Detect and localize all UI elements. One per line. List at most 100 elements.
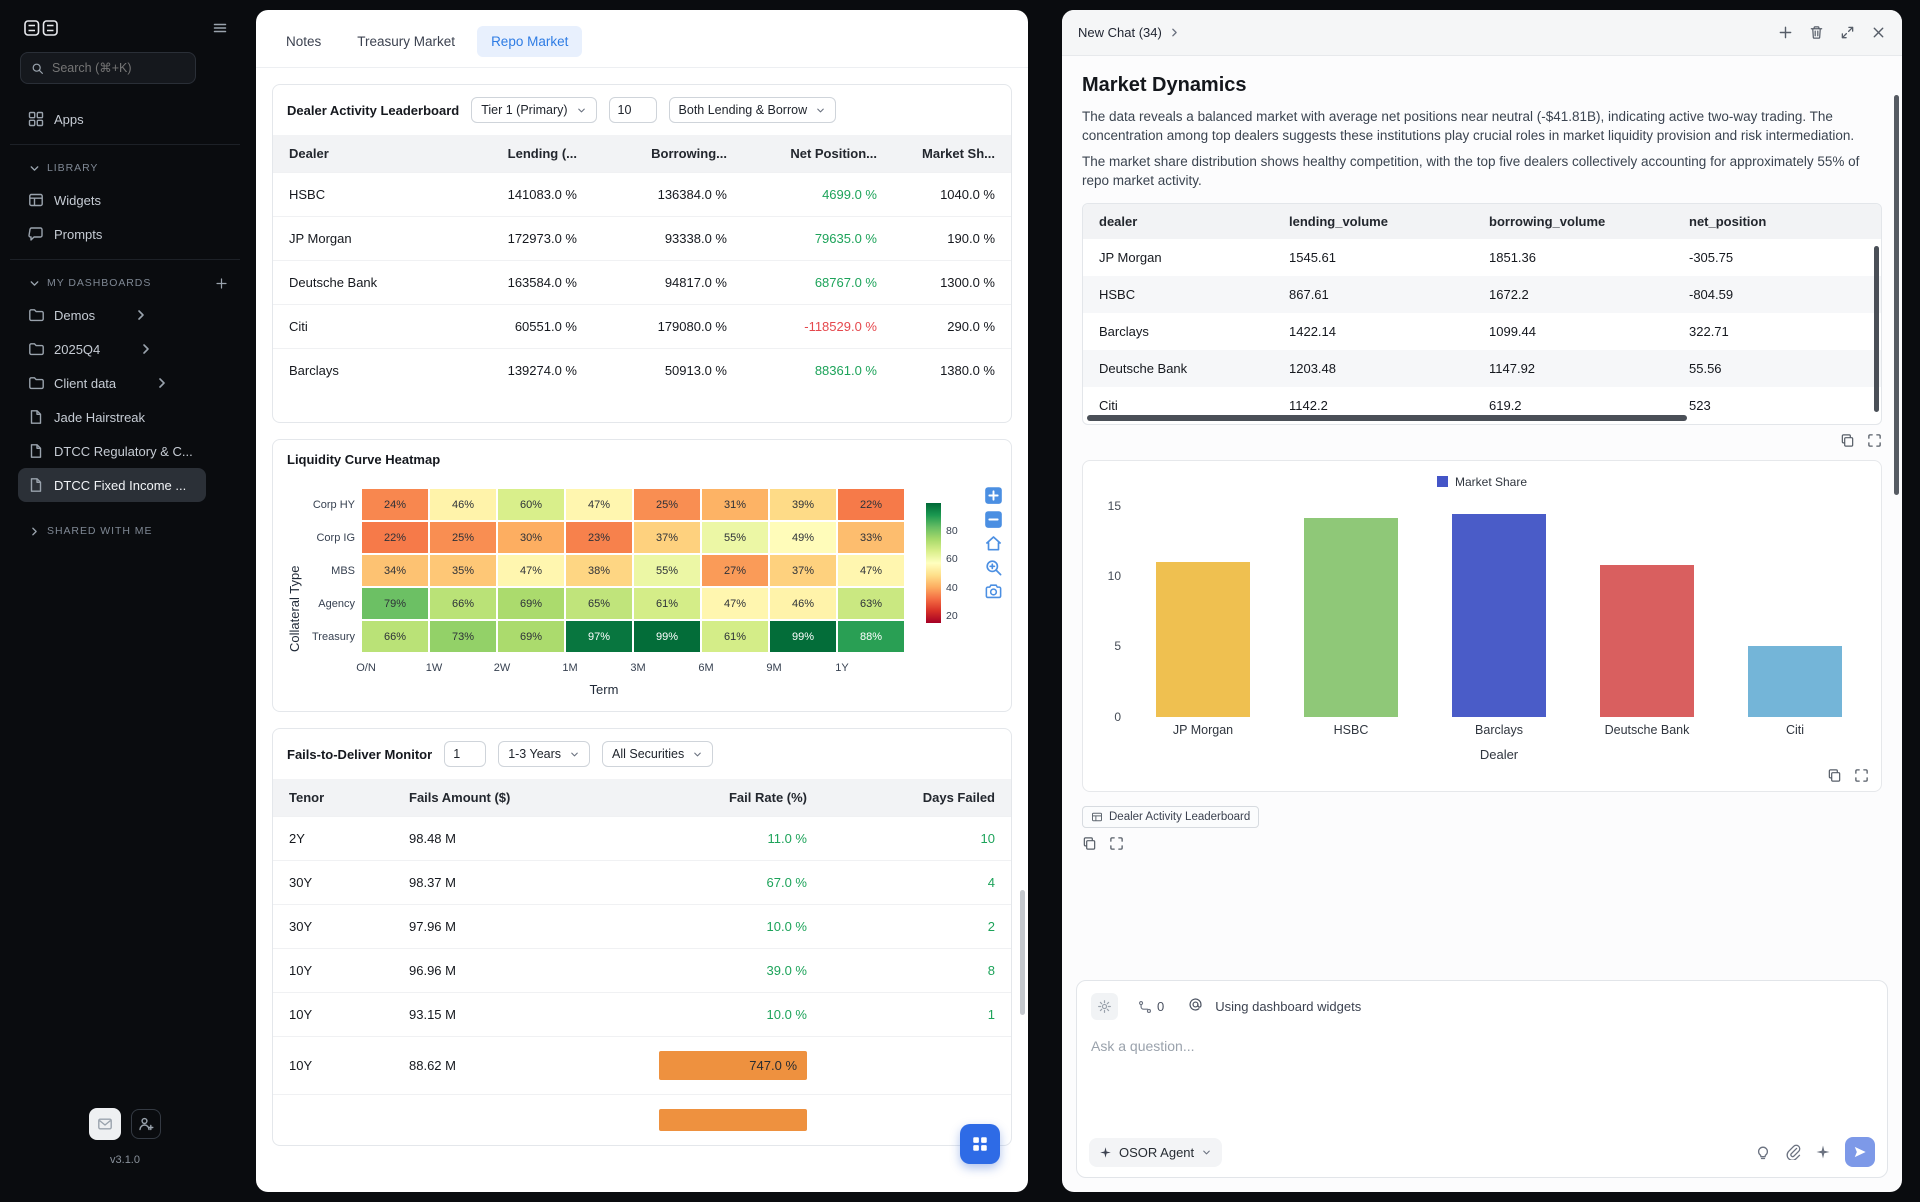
chevron-down-icon [576,105,587,116]
section-shared[interactable]: SHARED WITH ME [16,516,240,546]
net-position-cell: -118529.0 % [743,304,893,349]
download-plot-button[interactable] [984,582,1003,601]
sidebar-divider [10,259,240,260]
chat-settings-button[interactable] [1091,993,1118,1020]
widgets-icon [28,192,44,208]
table-row: JP Morgan 172973.0 % 93338.0 % 79635.0 % 190… [273,216,1011,261]
net_position-cell: -305.75 [1689,249,1734,265]
attachment-icon[interactable] [1785,1144,1801,1160]
new-chat-icon[interactable] [1778,25,1793,40]
add-dashboard-icon[interactable] [215,277,228,290]
sidebar-item-demos[interactable]: Demos [18,298,206,332]
table-row: Deutsche Bank 1203.48 1147.92 55.56 [1083,349,1881,387]
heatmap-cell: 69% [498,588,564,619]
suggestions-icon[interactable] [1755,1144,1771,1160]
sidebar-item-client-data[interactable]: Client data [18,366,206,400]
sidebar-item-prompts[interactable]: Prompts [18,217,206,251]
fails-table: Tenor Fails Amount ($) Fail Rate (%) Days F… [273,779,1011,1145]
tenor-range-select[interactable]: 1-3 Years [498,741,591,767]
expand-panel-icon[interactable] [1840,25,1855,40]
agent-select[interactable]: OSOR Agent [1089,1137,1223,1167]
chart-x-labels: JP Morgan HSBC Barclays Deutsche Bank Citi [1129,717,1869,737]
table-row: HSBC 141083.0 % 136384.0 % 4699.0 % 1040.0 % [273,172,1011,217]
search-input[interactable] [20,52,196,84]
table-row: Barclays 139274.0 % 50913.0 % 88361.0 % 1380… [273,348,1011,392]
input-hint: Using dashboard widgets [1215,999,1362,1014]
tenor-cell: 10Y [273,1036,393,1095]
side-filter-value: Both Lending & Borrow [678,103,808,117]
zoom-in-button[interactable] [984,486,1003,505]
reset-view-button[interactable] [984,534,1003,553]
panel-scrollbar[interactable] [1894,95,1899,495]
widget-icon [1091,811,1103,823]
delete-chat-icon[interactable] [1809,25,1824,40]
enhance-icon[interactable] [1815,1144,1831,1160]
fullscreen-table-icon[interactable] [1867,433,1882,448]
sidebar-item-label: Jade Hairstreak [54,409,146,425]
copy-message-icon[interactable] [1082,836,1097,851]
message-input[interactable]: Ask a question... [1091,1038,1195,1054]
mention-button[interactable] [1188,997,1203,1017]
tier-filter-select[interactable]: Tier 1 (Primary) [471,97,597,123]
invite-user-button[interactable] [131,1109,161,1139]
sidebar-item-widgets[interactable]: Widgets [18,183,206,217]
securities-select[interactable]: All Securities [602,741,714,767]
close-panel-icon[interactable] [1871,25,1886,40]
table-vertical-scrollbar[interactable] [1874,245,1879,412]
heatmap-cell: 47% [838,555,904,586]
side-filter-select[interactable]: Both Lending & Borrow [668,97,837,123]
sidebar-item-jade-hairstreak[interactable]: Jade Hairstreak [18,400,206,434]
copy-table-icon[interactable] [1840,433,1855,448]
fullscreen-chart-icon[interactable] [1854,768,1869,783]
tab-treasury-market[interactable]: Treasury Market [357,34,456,49]
table-horizontal-scrollbar[interactable] [1087,414,1687,421]
section-my-dashboards[interactable]: MY DASHBOARDS [16,268,240,298]
main-scrollbar[interactable] [1020,890,1025,1015]
fails-card: Fails-to-Deliver Monitor 1-3 Years All S… [272,728,1012,1146]
table-row: Deutsche Bank 163584.0 % 94817.0 % 68767.0 … [273,260,1011,305]
tenor-cell: 30Y [273,904,393,949]
search-field[interactable] [52,61,172,75]
heatmap-cell: 61% [702,621,768,652]
tab-repo-market[interactable]: Repo Market [477,26,583,57]
menu-icon[interactable] [212,20,228,36]
bar-jp-morgan [1156,561,1250,717]
heatmap-cell: 88% [838,621,904,652]
dealer-cell: JP Morgan [1099,249,1162,265]
sidebar-item-2025q4[interactable]: 2025Q4 [18,332,206,366]
sidebar: Apps LIBRARY Widgets Prompts MY DASHBOARD… [0,0,250,1202]
dealer-cell: Barclays [273,348,443,392]
tenor-cell: 2Y [273,816,393,861]
page-input[interactable] [444,741,487,767]
sidebar-item-dtcc-fixed-income[interactable]: DTCC Fixed Income ... [18,468,206,502]
chat-input-box[interactable]: 0 Using dashboard widgets Ask a question… [1076,980,1888,1178]
heatmap-col-label: 9M [766,662,782,674]
copy-chart-icon[interactable] [1827,768,1842,783]
heatmap-cell: 47% [566,489,632,520]
fullscreen-message-icon[interactable] [1109,836,1124,851]
widget-launcher-button[interactable] [960,1124,1000,1164]
lending_volume-cell: 1422.14 [1289,323,1336,339]
agent-name: OSOR Agent [1119,1144,1195,1160]
sidebar-item-dtcc-regulatory-c[interactable]: DTCC Regulatory & C... [18,434,206,468]
securities-value: All Securities [612,747,685,761]
heatmap-col-label: 6M [698,662,714,674]
chat-title-button[interactable]: New Chat (34) [1078,25,1181,40]
top-count-input[interactable] [608,97,657,123]
section-library[interactable]: LIBRARY [16,153,240,183]
heatmap-cell: 66% [430,588,496,619]
net-position-cell: 79635.0 % [743,216,893,261]
heatmap-cell: 37% [634,522,700,553]
context-counter[interactable]: 0 [1138,999,1164,1014]
zoom-select-button[interactable] [984,558,1003,577]
file-icon [28,477,44,493]
message-heading: Market Dynamics [1082,74,1247,96]
zoom-out-button[interactable] [984,510,1003,529]
mail-button[interactable] [89,1108,121,1140]
widget-reference-badge[interactable]: Dealer Activity Leaderboard [1082,805,1260,828]
sidebar-item-apps[interactable]: Apps [18,102,206,136]
tier-filter-value: Tier 1 (Primary) [481,103,568,117]
tab-notes[interactable]: Notes [286,34,322,49]
send-button[interactable] [1845,1137,1875,1167]
